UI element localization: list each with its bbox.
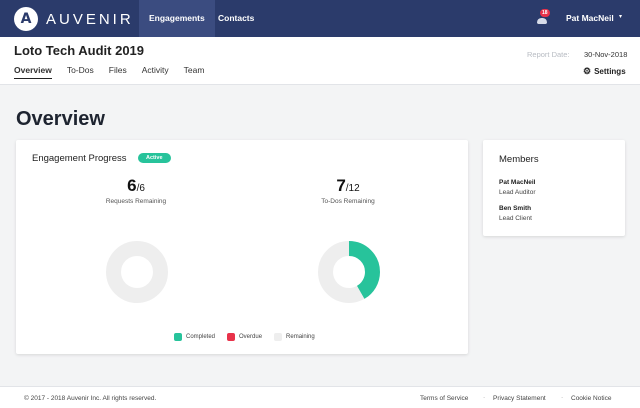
tab-files[interactable]: Files bbox=[108, 65, 127, 75]
legend-item-remaining: Remaining bbox=[274, 333, 315, 341]
status-badge: Active bbox=[138, 153, 171, 163]
requests-remaining-value: 6 bbox=[127, 176, 137, 195]
todos-count: 7/12 bbox=[278, 176, 418, 196]
legend-label-completed: Completed bbox=[186, 334, 216, 340]
todos-stat: 7/12 To-Dos Remaining bbox=[278, 176, 418, 205]
todos-total: /12 bbox=[345, 183, 360, 194]
requests-donut-chart bbox=[106, 241, 168, 303]
member-name[interactable]: Ben Smith bbox=[499, 205, 532, 212]
tab-team[interactable]: Team bbox=[183, 65, 205, 75]
tab-overview[interactable]: Overview bbox=[14, 65, 52, 79]
report-date-value: 30-Nov-2018 bbox=[584, 50, 628, 59]
requests-label: Requests Remaining bbox=[105, 198, 167, 205]
footer-separator: · bbox=[561, 394, 564, 401]
report-date-label: Report Date: bbox=[527, 50, 570, 59]
settings-label: Settings bbox=[594, 67, 626, 76]
todos-donut-chart bbox=[318, 241, 380, 303]
card-title: Engagement Progress bbox=[32, 153, 127, 164]
legend-item-overdue: Overdue bbox=[227, 333, 262, 341]
member-role: Lead Auditor bbox=[499, 189, 536, 196]
legend-item-completed: Completed bbox=[174, 333, 215, 341]
tab-activity[interactable]: Activity bbox=[141, 65, 169, 75]
terms-of-service-link[interactable]: Terms of Service bbox=[420, 395, 469, 402]
page-title: Overview bbox=[16, 108, 105, 130]
top-navbar: A AUVENIR Engagements Contacts 18 Pat Ma… bbox=[0, 0, 640, 37]
completed-swatch bbox=[174, 333, 182, 341]
project-tabs: Overview To-Dos Files Activity Team bbox=[14, 65, 219, 79]
notifications-bell-icon[interactable]: 18 bbox=[537, 9, 550, 24]
requests-stat: 6/6 Requests Remaining bbox=[66, 176, 206, 205]
copyright-text: © 2017 - 2018 Auvenir Inc. All rights re… bbox=[24, 395, 157, 402]
footer-separator: · bbox=[483, 394, 486, 401]
todos-remaining-value: 7 bbox=[336, 176, 346, 195]
settings-button[interactable]: ⚙ Settings bbox=[583, 66, 626, 77]
logo-icon: A bbox=[14, 7, 38, 31]
todos-label: To-Dos Remaining bbox=[321, 198, 375, 205]
footer: © 2017 - 2018 Auvenir Inc. All rights re… bbox=[0, 386, 640, 408]
brand-name: AUVENIR bbox=[46, 10, 134, 28]
member-name[interactable]: Pat MacNeil bbox=[499, 179, 536, 186]
nav-tab-contacts[interactable]: Contacts bbox=[218, 13, 255, 23]
donut-slice-remaining bbox=[106, 241, 168, 303]
bell-shape bbox=[537, 18, 547, 24]
cookie-notice-link[interactable]: Cookie Notice bbox=[571, 395, 612, 402]
legend-label-remaining: Remaining bbox=[286, 334, 315, 340]
notification-count-badge: 18 bbox=[540, 9, 550, 17]
project-header: Loto Tech Audit 2019 Overview To-Dos Fil… bbox=[0, 37, 640, 85]
member-role: Lead Client bbox=[499, 215, 532, 222]
chevron-down-icon[interactable]: ▾ bbox=[619, 14, 623, 20]
privacy-statement-link[interactable]: Privacy Statement bbox=[493, 395, 546, 402]
remaining-swatch bbox=[274, 333, 283, 341]
members-card: Members Pat MacNeil Lead Auditor Ben Smi… bbox=[483, 140, 625, 236]
project-title: Loto Tech Audit 2019 bbox=[14, 43, 145, 58]
tab-todos[interactable]: To-Dos bbox=[66, 65, 94, 75]
members-title: Members bbox=[499, 154, 539, 165]
overdue-swatch bbox=[227, 333, 236, 341]
user-menu-name[interactable]: Pat MacNeil bbox=[566, 13, 614, 23]
nav-tab-engagements[interactable]: Engagements bbox=[139, 0, 215, 37]
gear-icon: ⚙ bbox=[583, 66, 592, 76]
auvenir-logo[interactable]: A AUVENIR bbox=[14, 7, 134, 31]
chart-legend: Completed Overdue Remaining bbox=[174, 333, 327, 341]
requests-total: /6 bbox=[136, 183, 145, 194]
engagement-progress-card: Engagement Progress Active 6/6 Requests … bbox=[16, 140, 468, 354]
donut-slice-remaining bbox=[318, 241, 380, 303]
requests-count: 6/6 bbox=[66, 176, 206, 196]
legend-label-overdue: Overdue bbox=[239, 334, 263, 340]
logo-letter: A bbox=[20, 11, 32, 27]
